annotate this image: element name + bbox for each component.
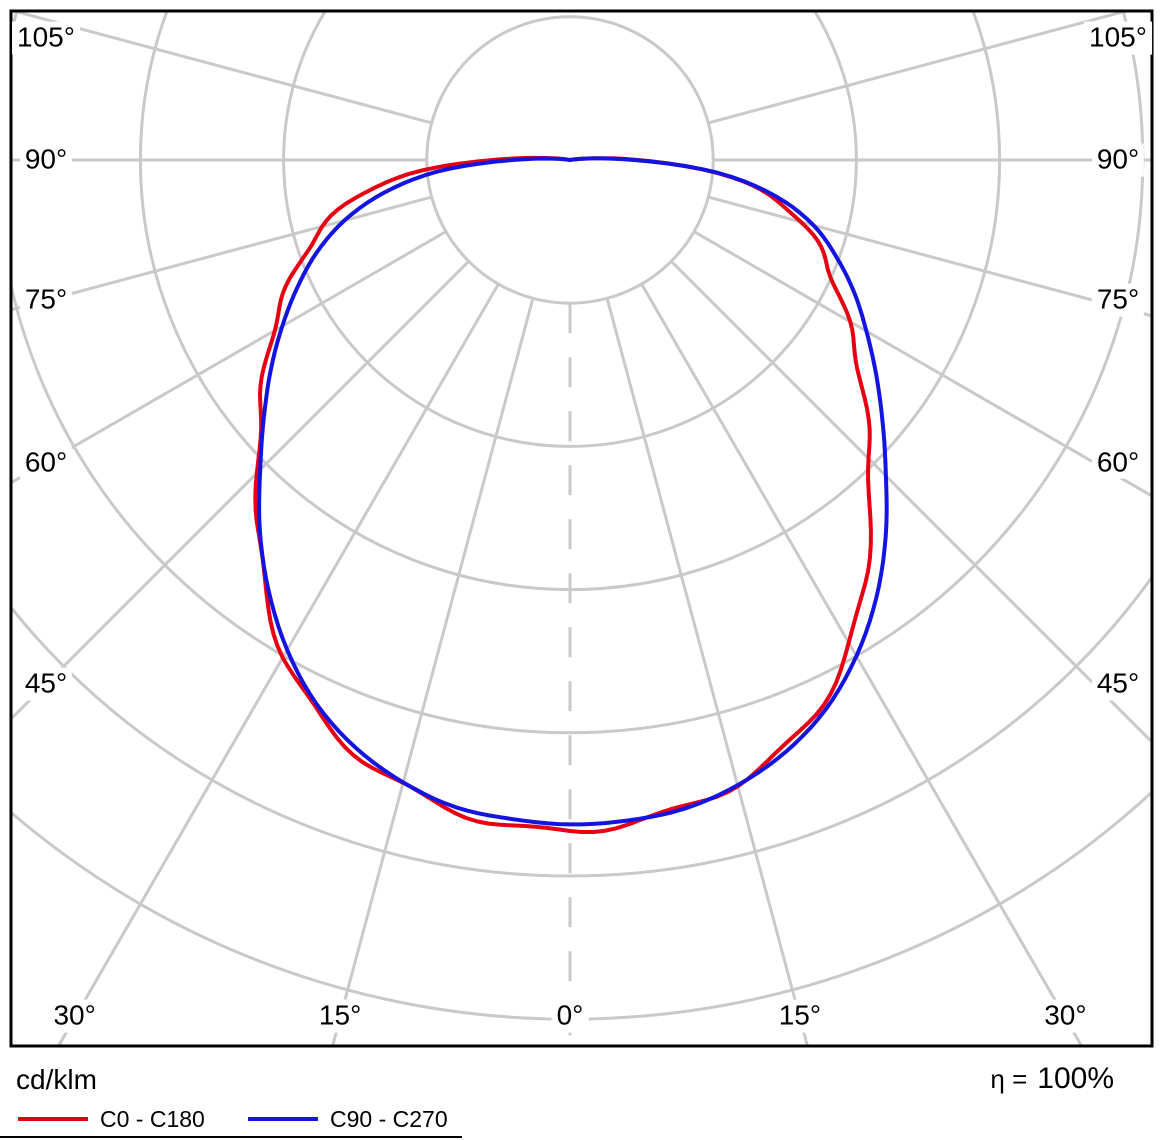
grid-radial — [605, 297, 810, 1047]
legend-item-c90-c270: C90 - C270 — [248, 1104, 448, 1134]
grid-radial — [693, 230, 1153, 499]
efficiency-readout: η = 100% — [990, 1062, 1114, 1096]
grid-radial — [11, 260, 470, 722]
efficiency-label: η = — [990, 1064, 1028, 1094]
legend-line-blue — [248, 1117, 318, 1121]
legend-item-c0-c180: C0 - C180 — [18, 1104, 205, 1134]
grid-radial — [640, 283, 1084, 1047]
efficiency-value: 100% — [1037, 1062, 1114, 1095]
grid-radial — [707, 195, 1153, 318]
grid-radial — [11, 230, 447, 485]
grid-radial — [707, 11, 1132, 125]
curve-c90-c270 — [257, 156, 889, 827]
grid-radial — [11, 11, 433, 125]
grid-radial — [670, 260, 1153, 746]
grid-circle — [11, 788, 1153, 1021]
grid-circle — [11, 572, 1153, 878]
unit-label: cd/klm — [16, 1064, 97, 1095]
chart-border — [9, 9, 1154, 1048]
legend-label-c0-c180: C0 - C180 — [100, 1105, 205, 1132]
grid-radial — [56, 283, 500, 1047]
legend-line-red — [18, 1117, 88, 1121]
legend-label-c90-c270: C90 - C270 — [330, 1105, 448, 1132]
grid-radial — [330, 297, 535, 1047]
curve-c0-c180 — [253, 155, 873, 834]
grid-radial — [11, 195, 433, 312]
bottom-divider-line — [0, 1136, 462, 1138]
